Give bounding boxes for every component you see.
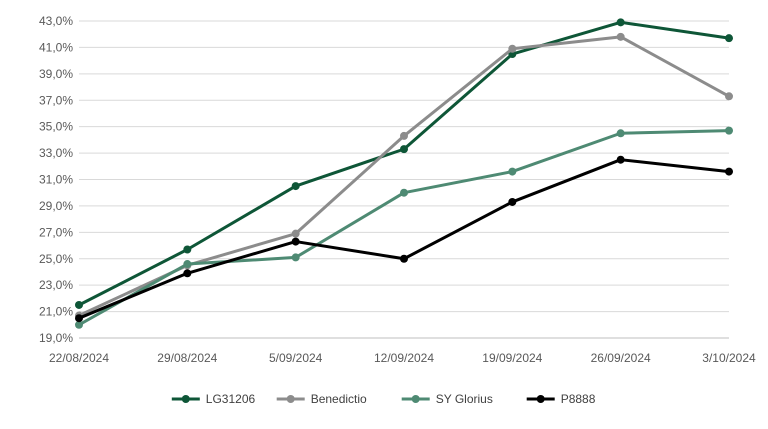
data-point: [75, 320, 83, 329]
data-point: [616, 129, 625, 138]
y-tick-label: 43,0%: [39, 14, 73, 28]
x-axis-tick-labels: 22/08/2024 29/08/2024 5/09/2024 12/09/2024 1…: [49, 351, 756, 365]
data-point: [400, 145, 408, 154]
data-point: [75, 314, 83, 323]
legend-item: LG31206: [171, 392, 256, 406]
legend-label: SY Glorius: [436, 392, 493, 406]
y-tick-label: 39,0%: [39, 67, 73, 81]
y-tick-label: 25,0%: [39, 252, 73, 266]
legend-marker: [536, 395, 545, 403]
data-point: [508, 167, 517, 176]
series-lg31206: [75, 18, 733, 309]
y-tick-label: 21,0%: [39, 305, 73, 319]
data-point: [183, 245, 192, 254]
x-tick-label: 12/09/2024: [374, 351, 434, 365]
y-axis-tick-labels: 19,0% 21,0% 23,0% 25,0% 27,0% 29,0% 31,0% 33,0%…: [39, 14, 73, 345]
y-tick-label: 41,0%: [39, 40, 73, 54]
y-tick-label: 29,0%: [39, 199, 73, 213]
data-point: [725, 167, 733, 176]
data-point: [400, 254, 408, 263]
series-sy-glorius: [75, 126, 733, 329]
data-point: [183, 260, 192, 269]
legend-label: Benedictio: [311, 392, 367, 406]
series-lines: [75, 18, 733, 329]
data-point: [616, 32, 625, 41]
data-point: [508, 197, 517, 206]
x-tick-label: 29/08/2024: [157, 351, 217, 365]
data-point: [508, 44, 517, 53]
legend: LG31206 Benedictio SY Glorius P8888: [171, 392, 596, 406]
y-tick-label: 33,0%: [39, 146, 73, 160]
data-point: [75, 300, 83, 309]
y-tick-label: 35,0%: [39, 120, 73, 134]
legend-marker: [181, 395, 190, 403]
legend-label: LG31206: [206, 392, 256, 406]
series-benedictio: [75, 32, 733, 320]
y-tick-label: 19,0%: [39, 331, 73, 345]
x-tick-label: 22/08/2024: [49, 351, 109, 365]
y-tick-label: 27,0%: [39, 225, 73, 239]
data-point: [291, 253, 300, 262]
y-tick-label: 31,0%: [39, 173, 73, 187]
data-point: [291, 182, 300, 191]
data-point: [400, 131, 408, 140]
x-tick-label: 26/09/2024: [591, 351, 651, 365]
data-point: [725, 92, 733, 101]
data-point: [183, 269, 192, 278]
data-point: [725, 126, 733, 135]
series-p8888: [75, 155, 733, 323]
x-tick-label: 3/10/2024: [702, 351, 756, 365]
data-point: [725, 34, 733, 43]
data-point: [291, 237, 300, 246]
legend-item: P8888: [526, 392, 596, 406]
x-tick-label: 5/09/2024: [269, 351, 323, 365]
legend-item: Benedictio: [276, 392, 367, 406]
series-line: [77, 35, 731, 318]
data-point: [400, 188, 408, 197]
legend-marker: [411, 395, 420, 403]
data-point: [291, 229, 300, 238]
legend-label: P8888: [561, 392, 596, 406]
legend-item: SY Glorius: [401, 392, 493, 406]
x-tick-label: 19/09/2024: [482, 351, 542, 365]
y-tick-label: 23,0%: [39, 278, 73, 292]
gridlines: [79, 20, 729, 313]
data-point: [616, 155, 625, 164]
data-point: [616, 18, 625, 27]
series-line: [77, 158, 731, 320]
legend-marker: [286, 395, 295, 403]
y-tick-label: 37,0%: [39, 93, 73, 107]
